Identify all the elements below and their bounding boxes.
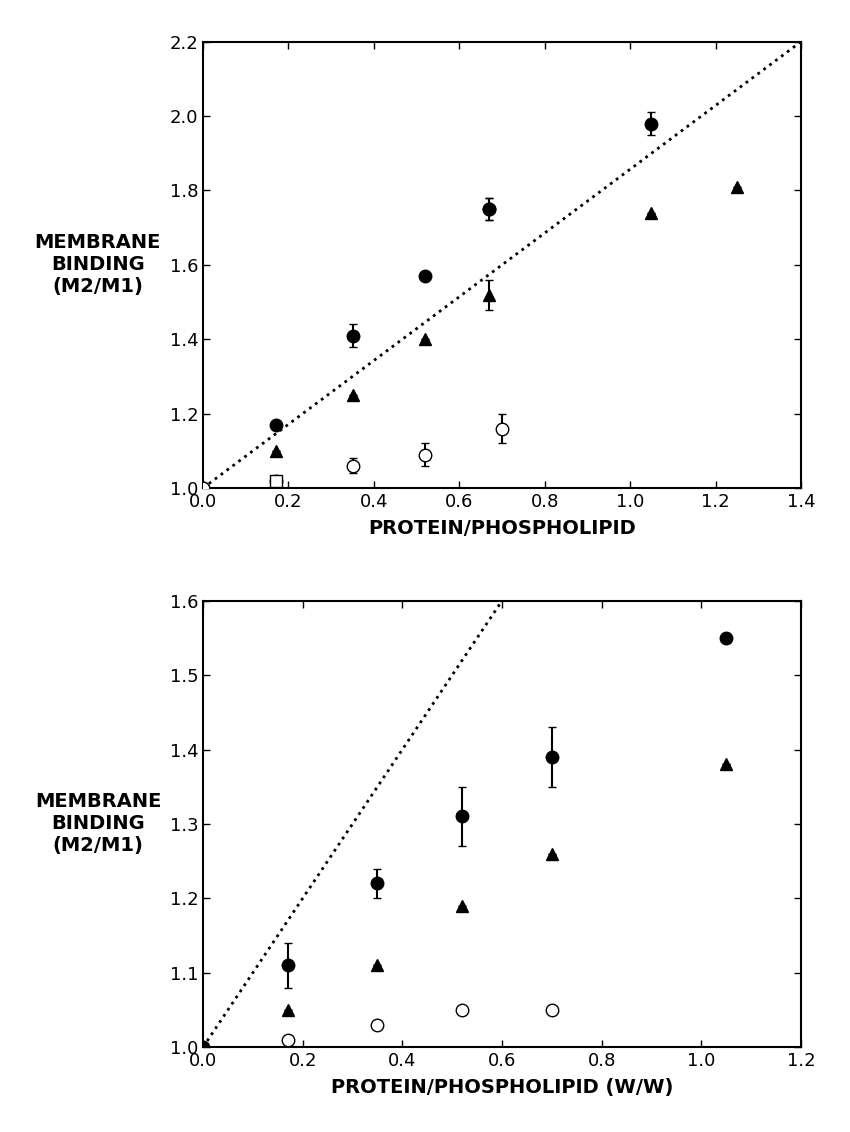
- X-axis label: PROTEIN/PHOSPHOLIPID (W/W): PROTEIN/PHOSPHOLIPID (W/W): [331, 1079, 673, 1097]
- X-axis label: PROTEIN/PHOSPHOLIPID: PROTEIN/PHOSPHOLIPID: [368, 520, 636, 538]
- Y-axis label: MEMBRANE
BINDING
(M2/M1): MEMBRANE BINDING (M2/M1): [35, 233, 162, 297]
- Y-axis label: MEMBRANE
BINDING
(M2/M1): MEMBRANE BINDING (M2/M1): [35, 792, 162, 856]
